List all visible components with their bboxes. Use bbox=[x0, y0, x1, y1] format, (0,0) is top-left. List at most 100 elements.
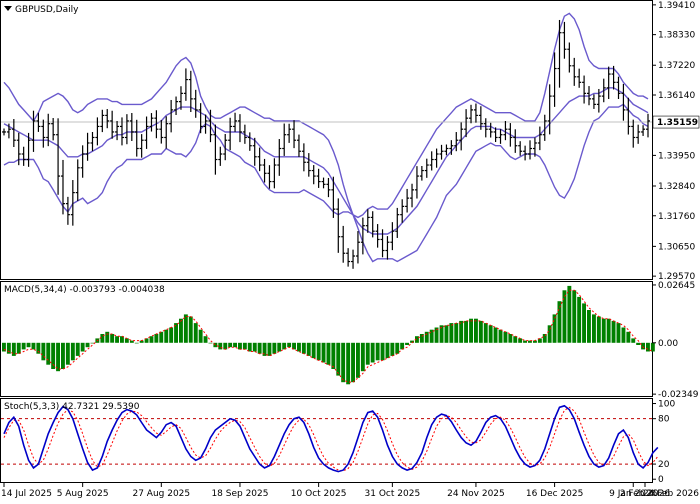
price-bar bbox=[400, 199, 405, 223]
price-bar bbox=[601, 78, 606, 103]
price-bar bbox=[6, 123, 11, 139]
macd-histogram-bar bbox=[2, 342, 6, 352]
price-bar bbox=[498, 129, 503, 144]
price-bar bbox=[390, 222, 395, 251]
bollinger-bands bbox=[3, 12, 649, 263]
price-bar bbox=[547, 84, 552, 135]
price-bar bbox=[31, 110, 36, 152]
macd-histogram-bar bbox=[395, 342, 400, 354]
macd-histogram-bar bbox=[488, 325, 493, 343]
macd-histogram bbox=[2, 285, 655, 385]
bb-lower-line bbox=[3, 103, 649, 263]
stoch-title: Stoch(5,3,3) 42.7321 29.5390 bbox=[4, 402, 140, 412]
macd-histogram-bar bbox=[75, 342, 80, 356]
y-tick-label: 1.38330 bbox=[658, 31, 695, 41]
bb-middle-line bbox=[3, 87, 649, 235]
price-bar bbox=[272, 158, 277, 189]
price-bar bbox=[321, 177, 326, 189]
price-bar bbox=[41, 119, 46, 148]
macd-histogram-bar bbox=[592, 314, 596, 343]
macd-histogram-bar bbox=[523, 340, 527, 343]
y-tick-label: 0.00 bbox=[658, 339, 678, 349]
price-bar bbox=[70, 180, 75, 226]
y-tick-label: 1.37220 bbox=[658, 61, 695, 71]
x-tick-label: 5 Aug 2025 bbox=[57, 489, 109, 499]
macd-histogram-bar bbox=[459, 320, 464, 343]
price-bar bbox=[365, 209, 370, 233]
price-bar bbox=[149, 113, 154, 132]
macd-histogram-bar bbox=[174, 323, 178, 343]
macd-histogram-bar bbox=[164, 329, 169, 343]
price-bar bbox=[2, 128, 6, 136]
price-bar bbox=[424, 158, 429, 178]
price-bar bbox=[473, 103, 478, 123]
macd-histogram-bar bbox=[6, 342, 11, 354]
macd-histogram-bar bbox=[444, 325, 449, 343]
price-bar bbox=[95, 117, 100, 146]
macd-histogram-bar bbox=[429, 329, 434, 343]
symbol-title: GBPUSD,Daily bbox=[15, 5, 79, 15]
macd-histogram-bar bbox=[370, 342, 375, 363]
price-bar bbox=[478, 106, 483, 130]
macd-histogram-bar bbox=[301, 342, 306, 354]
macd-histogram-bar bbox=[542, 334, 547, 343]
macd-histogram-bar bbox=[567, 285, 572, 343]
macd-histogram-bar bbox=[282, 342, 287, 350]
price-bar bbox=[537, 126, 542, 151]
macd-histogram-bar bbox=[70, 342, 75, 361]
price-bar bbox=[60, 159, 65, 215]
y-tick-label: 1.36140 bbox=[658, 91, 695, 101]
y-tick-label: 0.02645 bbox=[658, 281, 695, 291]
price-bar bbox=[582, 75, 587, 104]
price-bar bbox=[410, 183, 415, 208]
x-axis-ticks: 14 Jul 2025 5 Aug 2025 27 Aug 2025 18 Sep 2… bbox=[1, 483, 699, 499]
macd-histogram-bar bbox=[513, 336, 518, 343]
macd-histogram-bar bbox=[356, 342, 360, 378]
macd-histogram-bar bbox=[297, 342, 301, 352]
macd-histogram-bar bbox=[287, 342, 292, 348]
price-bar bbox=[193, 89, 198, 118]
x-tick-label: 24 Nov 2025 bbox=[447, 489, 505, 499]
price-bar bbox=[626, 97, 631, 135]
price-bar bbox=[405, 188, 410, 213]
triangle-down-icon[interactable] bbox=[4, 6, 12, 11]
price-bar bbox=[139, 134, 144, 158]
x-tick-label: 10 Oct 2025 bbox=[291, 489, 347, 499]
macd-histogram-bar bbox=[218, 342, 223, 350]
macd-histogram-bar bbox=[61, 342, 65, 369]
price-bar bbox=[503, 121, 508, 141]
macd-histogram-bar bbox=[85, 342, 90, 348]
price-bar bbox=[351, 249, 356, 269]
x-tick-label: 9 Jan 2026 bbox=[609, 489, 657, 499]
current-price-label: 1.35159 bbox=[657, 118, 698, 128]
macd-histogram-bar bbox=[405, 342, 409, 345]
x-tick-label: 18 Sep 2025 bbox=[211, 489, 268, 499]
price-bar bbox=[56, 118, 61, 195]
macd-histogram-bar bbox=[508, 334, 513, 343]
y-tick-label: 100 bbox=[658, 400, 675, 410]
price-bar bbox=[419, 166, 424, 181]
price-bar bbox=[228, 117, 233, 151]
macd-histogram-bar bbox=[380, 342, 385, 361]
price-bar bbox=[611, 65, 616, 90]
price-bar bbox=[346, 248, 351, 267]
macd-histogram-bar bbox=[169, 327, 174, 343]
price-bar bbox=[646, 113, 650, 138]
price-bar bbox=[311, 165, 316, 185]
price-bar bbox=[341, 225, 346, 263]
price-bar bbox=[449, 140, 454, 155]
macd-histogram-bar bbox=[365, 342, 370, 365]
price-bar bbox=[532, 137, 537, 157]
macd-histogram-bar bbox=[223, 342, 228, 350]
macd-histogram-bar bbox=[587, 310, 591, 343]
macd-histogram-bar bbox=[238, 342, 242, 350]
macd-histogram-bar bbox=[233, 342, 237, 348]
price-bar bbox=[134, 119, 139, 157]
price-bar bbox=[567, 42, 572, 73]
price-bar bbox=[252, 137, 257, 166]
stoch-main-line bbox=[3, 404, 659, 473]
macd-histogram-bar bbox=[582, 303, 586, 343]
macd-histogram-bar bbox=[65, 342, 70, 365]
macd-histogram-bar bbox=[262, 342, 267, 356]
